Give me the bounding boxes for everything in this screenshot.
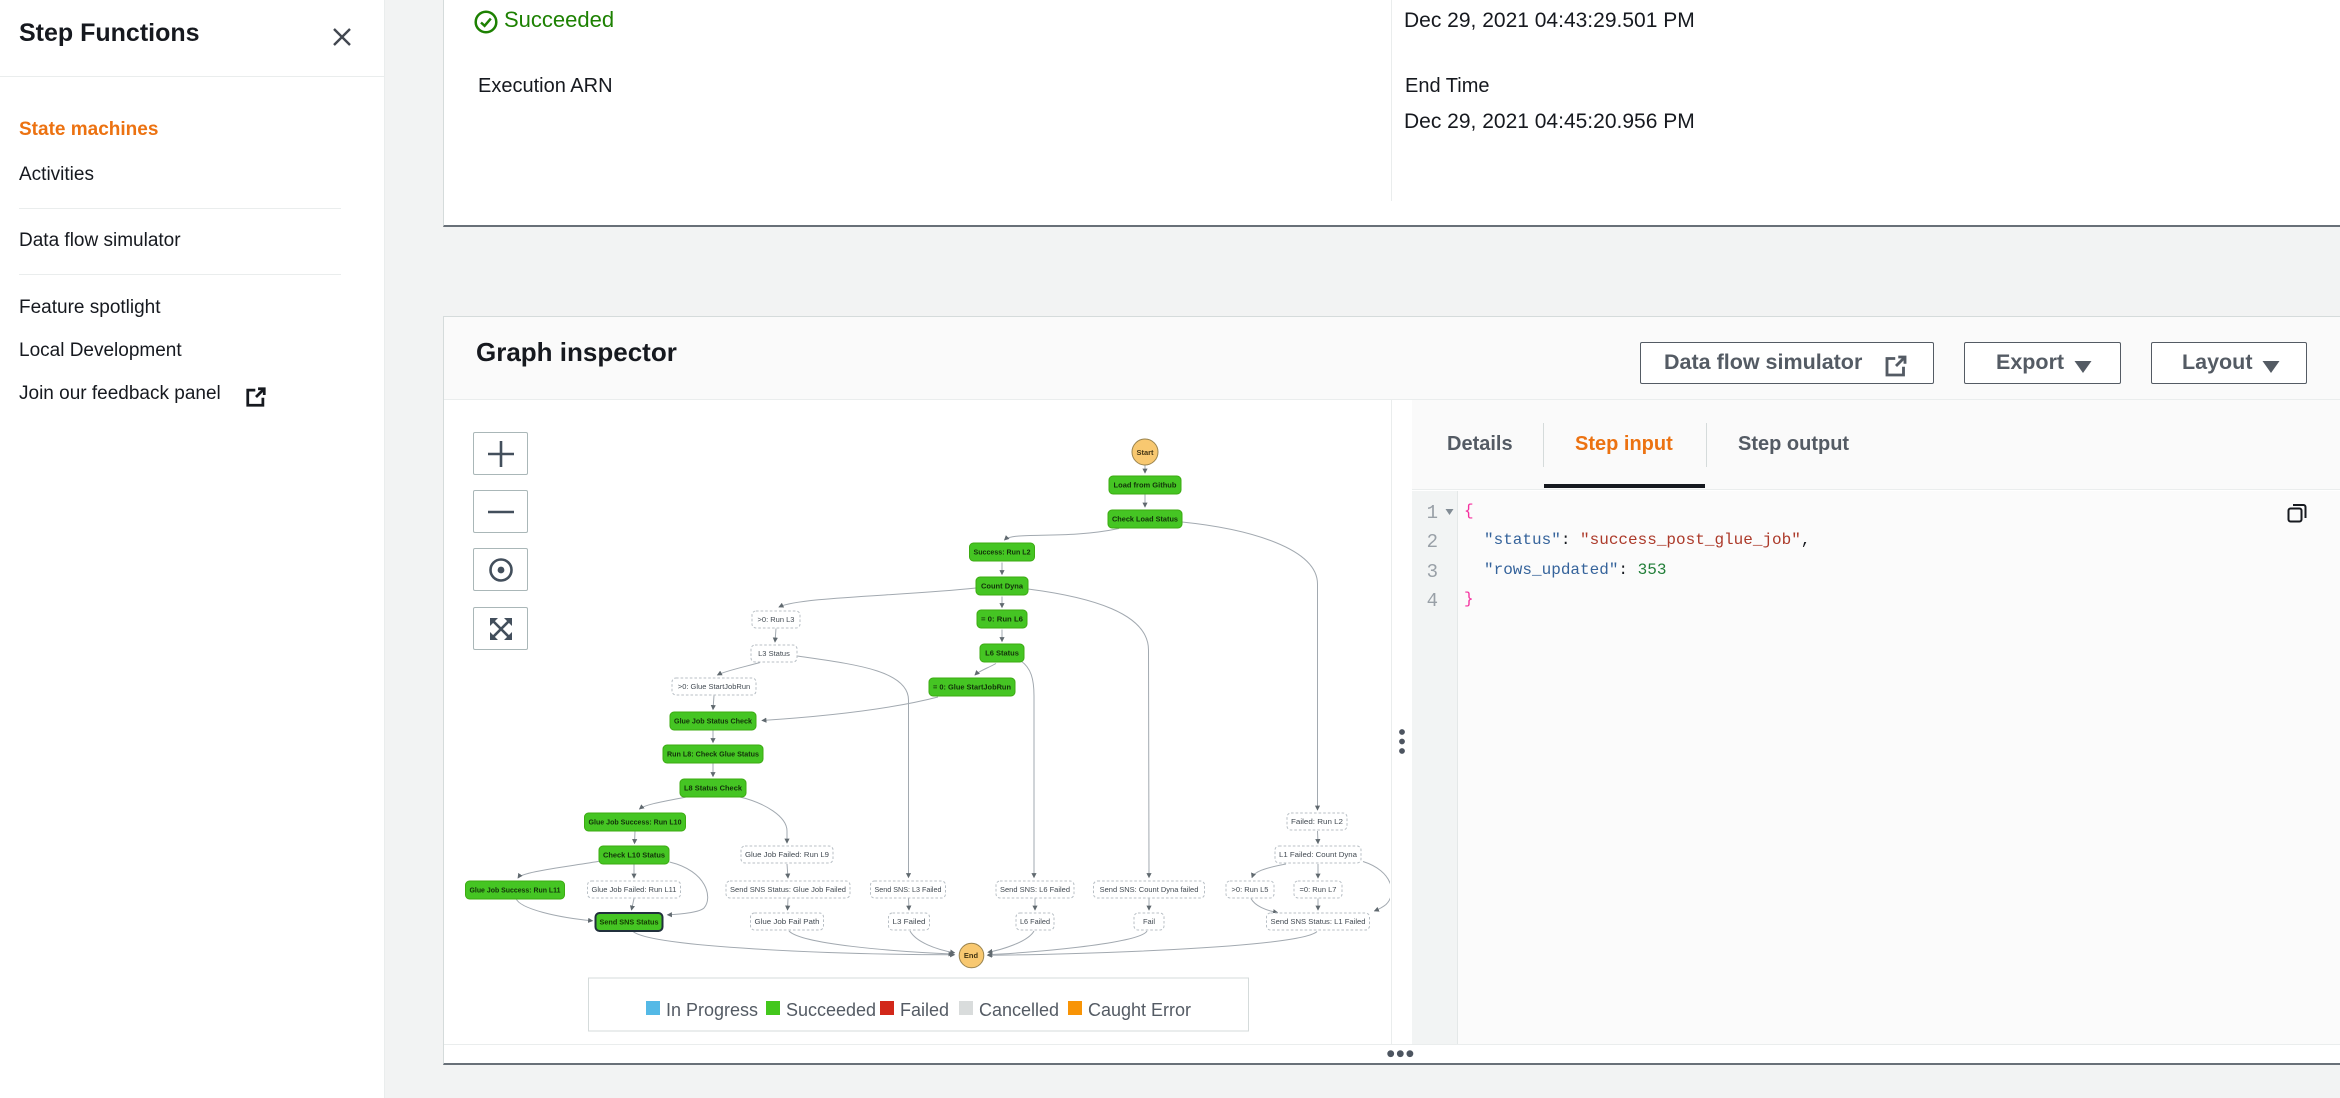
svg-text:Glue Job Status Check: Glue Job Status Check (674, 717, 753, 726)
svg-text:Glue Job Success: Run L10: Glue Job Success: Run L10 (589, 818, 682, 827)
svg-text:L3 Status: L3 Status (758, 649, 790, 658)
svg-text:Cancelled: Cancelled (979, 1000, 1059, 1020)
svg-text:Succeeded: Succeeded (786, 1000, 876, 1020)
svg-text:Send SNS: Count Dyna failed: Send SNS: Count Dyna failed (1100, 885, 1199, 894)
svg-text:Glue Job Failed: Run L9: Glue Job Failed: Run L9 (745, 850, 829, 859)
svg-text:Caught Error: Caught Error (1088, 1000, 1191, 1020)
svg-text:End: End (964, 951, 979, 960)
svg-text:Glue Job Fail Path: Glue Job Fail Path (755, 917, 820, 926)
svg-text:L1 Failed: Count Dyna: L1 Failed: Count Dyna (1279, 850, 1358, 859)
svg-text:>0: Glue StartJobRun: >0: Glue StartJobRun (678, 682, 750, 691)
svg-text:Check Load Status: Check Load Status (1112, 515, 1178, 524)
svg-text:>0: Run L3: >0: Run L3 (758, 615, 795, 624)
svg-text:L6 Status: L6 Status (985, 649, 1019, 658)
svg-text:L6 Failed: L6 Failed (1020, 917, 1050, 926)
svg-text:Send SNS: L6 Failed: Send SNS: L6 Failed (1000, 885, 1070, 894)
svg-text:= 0: Run L6: = 0: Run L6 (981, 615, 1023, 624)
svg-text:Failed: Failed (900, 1000, 949, 1020)
svg-text:L3 Failed: L3 Failed (893, 917, 926, 926)
svg-text:Send SNS Status: Glue Job Fail: Send SNS Status: Glue Job Failed (730, 885, 846, 894)
svg-text:Fail: Fail (1143, 917, 1155, 926)
svg-text:Check L10 Status: Check L10 Status (603, 851, 665, 860)
svg-text:= 0: Glue StartJobRun: = 0: Glue StartJobRun (933, 683, 1011, 692)
svg-text:L8 Status Check: L8 Status Check (684, 784, 743, 793)
svg-text:=0: Run L7: =0: Run L7 (1300, 885, 1337, 894)
svg-text:In Progress: In Progress (666, 1000, 758, 1020)
svg-text:Run L8: Check Glue Status: Run L8: Check Glue Status (667, 750, 759, 759)
svg-text:Failed: Run L2: Failed: Run L2 (1291, 817, 1343, 826)
svg-text:Send SNS: L3 Failed: Send SNS: L3 Failed (875, 885, 942, 894)
svg-text:Count Dyna: Count Dyna (981, 582, 1024, 591)
svg-text:Glue Job Success: Run L11: Glue Job Success: Run L11 (470, 886, 561, 895)
svg-text:Success: Run L2: Success: Run L2 (974, 548, 1031, 557)
svg-text:>0: Run L5: >0: Run L5 (1232, 885, 1269, 894)
svg-text:Load from Github: Load from Github (1114, 481, 1177, 490)
svg-text:Send SNS Status: Send SNS Status (600, 918, 659, 927)
svg-text:Glue Job Failed: Run L11: Glue Job Failed: Run L11 (592, 885, 677, 894)
svg-text:Start: Start (1136, 448, 1154, 457)
svg-text:Send SNS Status: L1 Failed: Send SNS Status: L1 Failed (1271, 917, 1366, 926)
